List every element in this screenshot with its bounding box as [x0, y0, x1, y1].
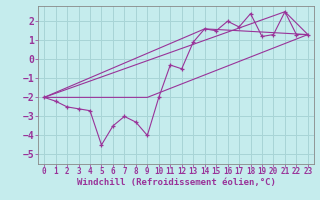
X-axis label: Windchill (Refroidissement éolien,°C): Windchill (Refroidissement éolien,°C): [76, 178, 276, 187]
